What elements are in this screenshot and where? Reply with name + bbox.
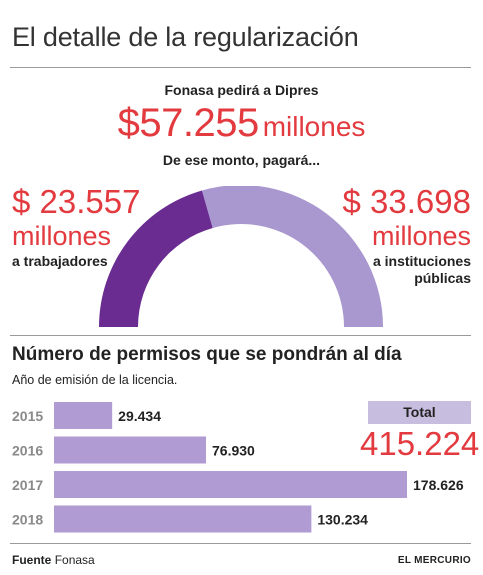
footer-source: Fuente Fonasa — [12, 553, 95, 567]
left-split-value: $ 23.557 — [12, 183, 141, 220]
footer-source-label: Fuente — [12, 553, 52, 567]
bar-value-label: 76.930 — [212, 443, 255, 459]
bottom-divider — [10, 543, 471, 544]
footer-source-name: Fonasa — [54, 553, 95, 567]
half-donut-chart — [99, 186, 383, 327]
page-title: El detalle de la regularización — [12, 22, 359, 52]
bar-2015 — [54, 402, 113, 429]
gauge-slice-2 — [202, 186, 383, 327]
right-split-unit: millones — [371, 221, 471, 251]
middle-divider — [10, 335, 471, 336]
bar-chart-subtitle: Año de emisión de la licencia. — [12, 373, 178, 387]
bar-2018 — [54, 505, 312, 533]
bar-category-label: 2015 — [12, 408, 43, 424]
summary-sub-lead: De ese monto, pagará... — [162, 152, 321, 168]
total-amount-unit: millones — [262, 111, 366, 142]
bar-category-label: 2016 — [12, 443, 43, 459]
footer-brand: EL MERCURIO — [397, 555, 471, 566]
right-split-value: $ 33.698 — [342, 183, 471, 220]
total-amount-value: $57.255 — [117, 101, 260, 145]
gauge-slice-1 — [99, 190, 213, 327]
left-split-label: a trabajadores — [12, 253, 108, 269]
right-split-label: a instituciones públicas — [372, 253, 471, 286]
total-label-box: Total — [368, 401, 471, 424]
total-value: 415.224 — [360, 425, 480, 462]
bar-category-label: 2017 — [12, 477, 43, 493]
bar-category-label: 2018 — [12, 512, 43, 528]
left-split-unit: millones — [12, 221, 112, 251]
bar-2016 — [54, 436, 207, 464]
bar-value-label: 130.234 — [317, 512, 368, 528]
bar-value-label: 29.434 — [118, 408, 161, 424]
bar-chart-title: Número de permisos que se pondrán al día — [12, 344, 402, 365]
top-divider — [10, 67, 471, 68]
total-amount: $57.255 millones — [0, 101, 483, 146]
bar-value-label: 178.626 — [413, 477, 464, 493]
summary-lead: Fonasa pedirá a Dipres — [164, 82, 319, 98]
bar-2017 — [54, 471, 407, 498]
